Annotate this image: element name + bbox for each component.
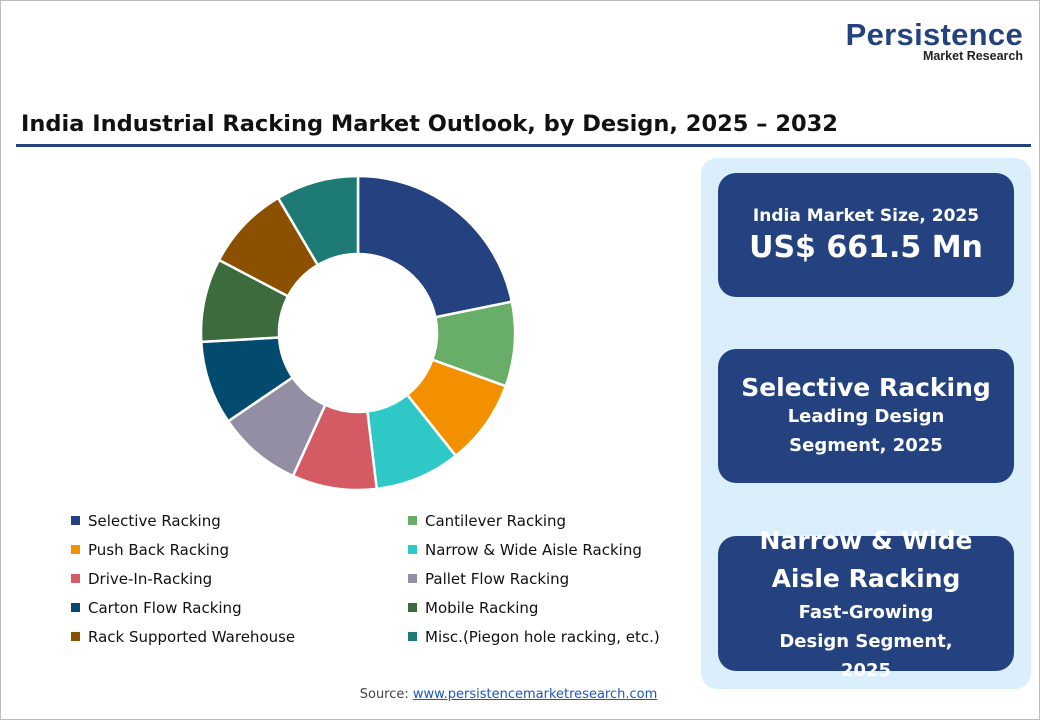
legend-label: Pallet Flow Racking [425,569,570,588]
legend-swatch [408,516,417,525]
source-link[interactable]: www.persistencemarketresearch.com [412,687,658,702]
legend-swatch [71,516,80,525]
leading-segment-name: Selective Racking [741,372,991,402]
market-size-box: India Market Size, 2025 US$ 661.5 Mn [718,173,1014,297]
legend-label: Selective Racking [88,511,221,530]
legend-swatch [71,545,80,554]
leading-segment-caption: Leading Design Segment, 2025 [787,405,945,456]
legend-item: Rack Supported Warehouse [71,627,408,646]
legend-item: Pallet Flow Racking [408,569,688,588]
legend-label: Push Back Racking [88,540,229,559]
legend-label: Misc.(Piegon hole racking, etc.) [425,627,660,646]
source-label: Source: [359,687,409,702]
market-size-value: US$ 661.5 Mn [749,229,983,265]
donut-slice-misc-piegon-hole-racking-etc [276,174,360,267]
chart-title: India Industrial Racking Market Outlook,… [21,111,838,137]
fast-growing-caption: Fast-Growing Design Segment, 2025 [779,602,953,681]
legend-swatch [408,603,417,612]
legend-item: Narrow & Wide Aisle Racking [408,540,688,559]
legend-item: Misc.(Piegon hole racking, etc.) [408,627,688,646]
legend-item: Mobile Racking [408,598,688,617]
legend-label: Cantilever Racking [425,511,567,530]
legend-swatch [408,574,417,583]
legend-label: Drive-In-Racking [88,569,213,588]
legend: Selective Racking Cantilever Racking Push … [71,511,691,646]
legend-item: Cantilever Racking [408,511,688,530]
fast-growing-box: Narrow & Wide Aisle Racking Fast-Growing… [718,526,1014,681]
legend-label: Carton Flow Racking [88,598,242,617]
legend-item: Push Back Racking [71,540,408,559]
legend-swatch [71,632,80,641]
fast-growing-name: Narrow & Wide Aisle Racking [759,526,973,593]
legend-label: Mobile Racking [425,598,539,617]
logo: Persistence Market Research [845,17,1023,64]
legend-label: Rack Supported Warehouse [88,627,296,646]
market-size-label: India Market Size, 2025 [752,205,980,226]
donut-slice-selective-racking [356,174,514,319]
legend-item: Carton Flow Racking [71,598,408,617]
legend-label: Narrow & Wide Aisle Racking [425,540,642,559]
legend-swatch [71,603,80,612]
legend-item: Drive-In-Racking [71,569,408,588]
leading-segment-box: Selective Racking Leading Design Segment… [718,349,1014,483]
summary-panel: India Market Size, 2025 US$ 661.5 Mn Sel… [701,158,1031,689]
title-divider [16,144,1031,147]
legend-item: Selective Racking [71,511,408,530]
legend-swatch [408,545,417,554]
source-note: Source: www.persistencemarketresearch.co… [1,687,1016,702]
legend-swatch [408,632,417,641]
logo-line2: Market Research [922,49,1023,63]
donut-chart [199,174,517,492]
logo-line1: Persistence [845,17,1023,52]
legend-swatch [71,574,80,583]
